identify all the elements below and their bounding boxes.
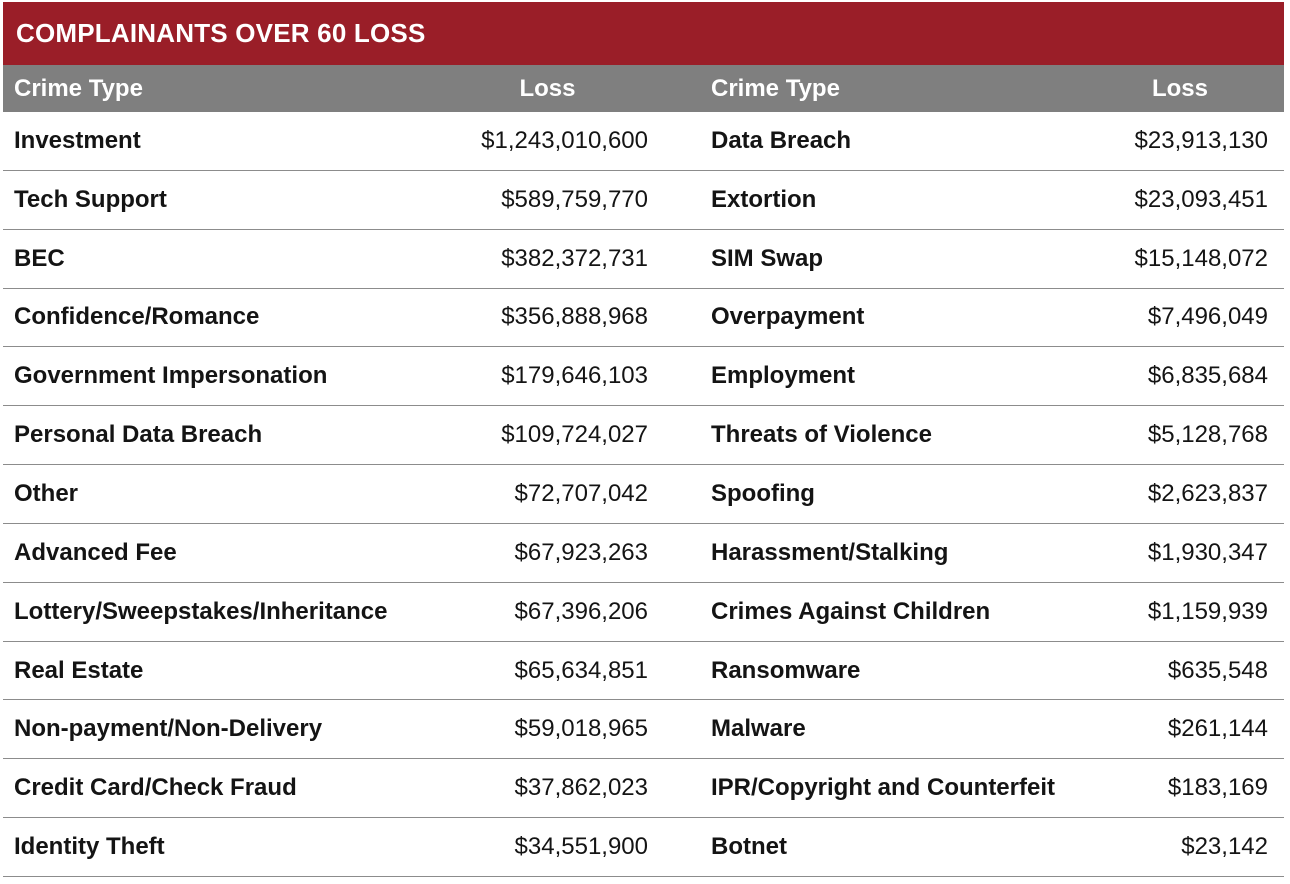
loss-cell: $109,724,027 [501, 421, 648, 449]
loss-cell: $37,862,023 [514, 774, 648, 802]
crime-type-cell: Employment [711, 362, 856, 390]
crime-type-cell: Spoofing [711, 479, 815, 507]
table-row: Credit Card/Check Fraud $37,862,023 IPR/… [3, 759, 1284, 819]
table-row: Confidence/Romance $356,888,968 Overpaym… [3, 288, 1284, 348]
loss-cell: $356,888,968 [501, 303, 648, 331]
table-title: COMPLAINANTS OVER 60 LOSS [16, 18, 426, 48]
table-row: Identity Theft $34,551,900 Botnet $23,14… [3, 818, 1284, 877]
crime-type-cell: Personal Data Breach [14, 421, 263, 449]
loss-cell: $1,930,347 [1147, 538, 1268, 566]
loss-cell: $261,144 [1167, 715, 1268, 743]
table-row: Non-payment/Non-Delivery $59,018,965 Mal… [3, 700, 1284, 760]
table-row: Investment $1,243,010,600 Data Breach $2… [3, 112, 1284, 171]
column-header-crime-type-right: Crime Type [711, 74, 840, 102]
crime-type-cell: SIM Swap [711, 244, 824, 272]
column-header-loss-left: Loss [519, 74, 576, 102]
table-row: Advanced Fee $67,923,263 Harassment/Stal… [3, 523, 1284, 583]
loss-cell: $6,835,684 [1147, 362, 1268, 390]
crime-type-cell: Non-payment/Non-Delivery [14, 715, 323, 743]
table-row: Other $72,707,042 Spoofing $2,623,837 [3, 465, 1284, 524]
column-header-crime-type-left: Crime Type [14, 74, 143, 102]
loss-cell: $23,093,451 [1134, 185, 1268, 213]
crime-type-cell: Botnet [711, 833, 787, 861]
crime-type-cell: Advanced Fee [14, 538, 177, 566]
loss-cell: $382,372,731 [501, 244, 648, 272]
table-title-bar: COMPLAINANTS OVER 60 LOSS [3, 2, 1284, 65]
crime-type-cell: Investment [14, 126, 141, 154]
loss-cell: $72,707,042 [514, 479, 648, 507]
crime-type-cell: Crimes Against Children [711, 597, 991, 625]
loss-cell: $1,159,939 [1147, 597, 1268, 625]
table-row: Lottery/Sweepstakes/Inheritance $67,396,… [3, 582, 1284, 642]
loss-cell: $67,923,263 [514, 538, 648, 566]
table-row: Government Impersonation $179,646,103 Em… [3, 347, 1284, 407]
crime-type-cell: Identity Theft [14, 833, 165, 861]
crime-type-cell: IPR/Copyright and Counterfeit [711, 774, 1055, 802]
loss-cell: $5,128,768 [1147, 421, 1268, 449]
table-header-row: Crime Type Loss Crime Type Loss [3, 65, 1284, 112]
loss-cell: $183,169 [1167, 774, 1268, 802]
crime-type-cell: Other [14, 479, 79, 507]
crime-type-cell: Harassment/Stalking [711, 538, 949, 566]
crime-type-cell: Tech Support [14, 185, 167, 213]
loss-cell: $1,243,010,600 [481, 126, 648, 154]
loss-cell: $67,396,206 [514, 597, 648, 625]
table-row: BEC $382,372,731 SIM Swap $15,148,072 [3, 229, 1284, 289]
loss-cell: $59,018,965 [514, 715, 648, 743]
loss-cell: $23,913,130 [1134, 126, 1268, 154]
loss-cell: $15,148,072 [1134, 244, 1268, 272]
loss-cell: $7,496,049 [1147, 303, 1268, 331]
loss-cell: $2,623,837 [1147, 479, 1268, 507]
loss-cell: $65,634,851 [514, 656, 648, 684]
crime-type-cell: Overpayment [711, 303, 865, 331]
table-rows: Investment $1,243,010,600 Data Breach $2… [3, 112, 1284, 877]
crime-type-cell: Malware [711, 715, 806, 743]
crime-type-cell: Data Breach [711, 126, 852, 154]
crime-type-cell: Threats of Violence [711, 421, 932, 449]
crime-type-cell: Confidence/Romance [14, 303, 260, 331]
crime-type-cell: Real Estate [14, 656, 144, 684]
column-header-loss-right: Loss [1151, 74, 1208, 102]
loss-table: COMPLAINANTS OVER 60 LOSS Crime Type Los… [3, 2, 1284, 877]
crime-type-cell: Credit Card/Check Fraud [14, 774, 297, 802]
loss-cell: $23,142 [1181, 833, 1268, 861]
loss-cell: $34,551,900 [514, 833, 648, 861]
crime-type-cell: Government Impersonation [14, 362, 328, 390]
table-row: Personal Data Breach $109,724,027 Threat… [3, 406, 1284, 466]
crime-type-cell: BEC [14, 244, 65, 272]
table-row: Real Estate $65,634,851 Ransomware $635,… [3, 641, 1284, 701]
crime-type-cell: Lottery/Sweepstakes/Inheritance [14, 597, 388, 625]
crime-type-cell: Extortion [711, 185, 817, 213]
loss-cell: $179,646,103 [501, 362, 648, 390]
crime-type-cell: Ransomware [711, 656, 861, 684]
loss-cell: $635,548 [1167, 656, 1268, 684]
table-row: Tech Support $589,759,770 Extortion $23,… [3, 170, 1284, 230]
loss-cell: $589,759,770 [501, 185, 648, 213]
